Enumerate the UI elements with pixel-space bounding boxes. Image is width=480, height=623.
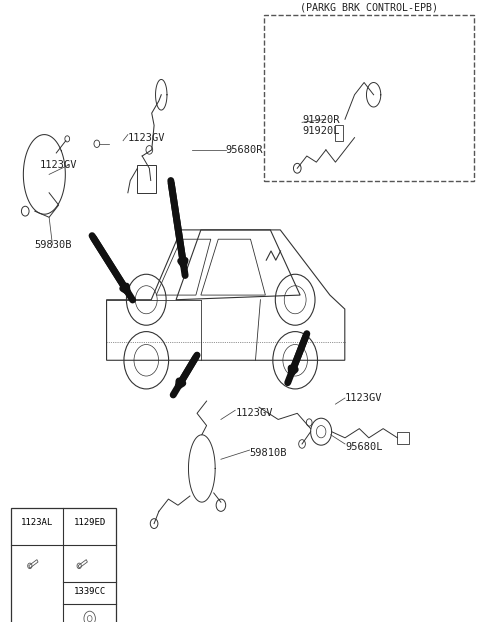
Bar <box>137 165 156 193</box>
Text: 1129ED: 1129ED <box>73 518 106 528</box>
Text: (PARKG BRK CONTROL-EPB): (PARKG BRK CONTROL-EPB) <box>300 2 438 12</box>
Text: 1123GV: 1123GV <box>235 408 273 418</box>
Text: 1339CC: 1339CC <box>73 587 106 596</box>
Bar <box>264 15 474 181</box>
Bar <box>336 125 343 141</box>
Text: 59810B: 59810B <box>250 448 287 458</box>
Text: 1123GV: 1123GV <box>39 160 77 170</box>
Text: 1123GV: 1123GV <box>345 393 383 403</box>
Bar <box>78 559 87 568</box>
Text: 1123AL: 1123AL <box>21 518 53 528</box>
Bar <box>11 508 116 623</box>
Text: 91920R
91920L: 91920R 91920L <box>302 115 339 136</box>
Text: 59830B: 59830B <box>35 240 72 250</box>
Bar <box>29 559 38 568</box>
Text: 95680R: 95680R <box>226 145 263 155</box>
Text: 1123GV: 1123GV <box>128 133 165 143</box>
Text: 95680L: 95680L <box>345 442 383 452</box>
Bar <box>397 432 409 444</box>
